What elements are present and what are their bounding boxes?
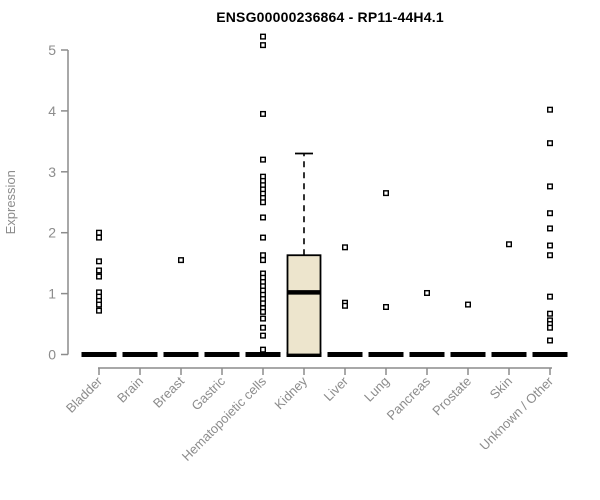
x-category-label: Brain	[114, 374, 146, 406]
x-category-label: Liver	[321, 373, 352, 404]
data-point	[95, 229, 102, 236]
zero-dash	[204, 352, 240, 357]
zero-dash	[450, 352, 486, 357]
data-point	[260, 42, 267, 49]
data-point	[95, 234, 102, 241]
data-point	[260, 324, 267, 331]
y-tick-label: 4	[48, 103, 56, 119]
data-point	[547, 183, 554, 190]
box	[286, 254, 322, 356]
x-category-label: Prostate	[429, 374, 474, 419]
data-point	[260, 199, 267, 206]
data-point	[95, 307, 102, 314]
data-point	[260, 257, 267, 264]
data-point	[506, 241, 513, 248]
y-tick-label: 1	[48, 286, 56, 302]
y-tick-label: 2	[48, 225, 56, 241]
data-point	[383, 190, 390, 197]
data-point	[260, 33, 267, 40]
zero-dash	[81, 352, 117, 357]
zero-dash	[122, 352, 158, 357]
data-point	[177, 257, 184, 264]
data-point	[547, 210, 554, 217]
zero-dash	[532, 352, 568, 357]
x-category-label: Kidney	[271, 373, 310, 412]
data-point	[547, 225, 554, 232]
data-point	[95, 301, 102, 308]
data-point	[260, 346, 267, 353]
x-category-label: Bladder	[63, 373, 106, 416]
data-point	[547, 140, 554, 147]
data-point	[342, 244, 349, 251]
zero-dash	[409, 352, 445, 357]
zero-dash	[245, 352, 281, 357]
data-point	[260, 156, 267, 163]
data-point	[547, 106, 554, 113]
data-point	[547, 252, 554, 259]
data-point	[95, 258, 102, 265]
data-point	[547, 324, 554, 331]
data-point	[260, 315, 267, 322]
x-category-label: Skin	[487, 374, 515, 402]
zero-dash	[163, 352, 199, 357]
data-point	[383, 303, 390, 310]
data-point	[342, 302, 349, 309]
data-point	[260, 308, 267, 315]
zero-dash	[327, 352, 363, 357]
data-point	[547, 242, 554, 249]
x-category-label: Gastric	[188, 373, 228, 413]
data-point	[547, 310, 554, 317]
x-category-label: Unknown / Other	[477, 373, 557, 453]
data-point	[260, 252, 267, 259]
data-point	[547, 337, 554, 344]
data-point	[95, 267, 102, 274]
data-point	[260, 110, 267, 117]
y-tick-label: 5	[48, 42, 56, 58]
x-category-label: Lung	[361, 374, 392, 405]
data-point	[260, 234, 267, 241]
y-tick-label: 0	[48, 347, 56, 363]
y-axis-title: Expression	[3, 170, 18, 234]
data-point	[465, 301, 472, 308]
data-point	[260, 300, 267, 307]
y-tick-label: 3	[48, 164, 56, 180]
data-point	[260, 214, 267, 221]
chart-title: ENSG00000236864 - RP11-44H4.1	[216, 9, 444, 25]
data-point	[260, 332, 267, 339]
x-category-label: Pancreas	[384, 373, 434, 423]
x-category-label: Breast	[150, 373, 187, 410]
data-point	[547, 293, 554, 300]
data-point	[95, 273, 102, 280]
zero-dash	[368, 352, 404, 357]
zero-dash	[491, 352, 527, 357]
data-point	[424, 289, 431, 296]
